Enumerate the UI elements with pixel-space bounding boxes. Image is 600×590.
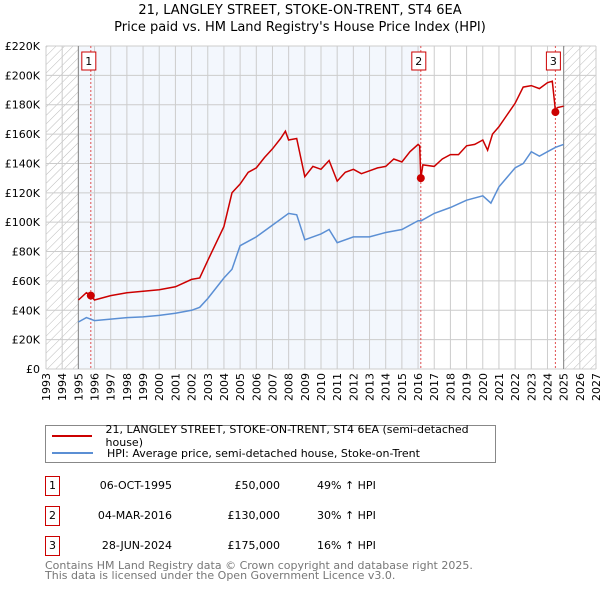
chart-subtitle: Price paid vs. HM Land Registry's House … [114,20,486,35]
sale-number: 1 [45,476,60,496]
x-tick-label: 2016 [412,373,425,401]
series-line [77,80,564,301]
x-tick-label: 2006 [250,373,263,401]
sale-date: 06-OCT-1995 [99,479,172,492]
x-tick-label: 2014 [380,373,393,401]
x-tick-label: 2002 [186,373,199,401]
y-tick-label: £180K [5,99,41,112]
x-tick-label: 2007 [266,373,279,401]
y-tick-label: £100K [5,216,41,229]
chart-legend: 21, LANGLEY STREET, STOKE-ON-TRENT, ST4 … [45,423,496,463]
x-tick-label: 2001 [169,373,182,401]
table-row: 3 28-JUN-2024 £175,000 16% ↑ HPI [45,536,505,556]
sale-date: 04-MAR-2016 [97,509,172,522]
x-tick-label: 2019 [461,373,474,401]
sale-number: 2 [45,506,60,526]
x-tick-label: 2020 [477,373,490,401]
x-tick-label: 2025 [558,373,571,401]
x-tick-label: 2015 [396,373,409,401]
y-tick-label: £0 [26,363,40,376]
sale-label-box [545,51,561,71]
y-tick-label: £160K [5,128,41,141]
sale-label: 1 [85,55,92,68]
legend-label: 21, LANGLEY STREET, STOKE-ON-TRENT, ST4 … [105,423,469,449]
legend-red-line [52,435,92,437]
x-tick-label: 1994 [56,373,69,401]
x-tick-label: 2021 [493,373,506,401]
table-row: 1 06-OCT-1995 £50,000 49% ↑ HPI [45,476,505,496]
x-tick-label: 2005 [234,373,247,401]
x-tick-label: 2010 [315,373,328,401]
sale-label-box [411,51,427,71]
table-row: 2 04-MAR-2016 £130,000 30% ↑ HPI [45,506,505,526]
x-tick-label: 2026 [574,373,587,401]
sale-number: 3 [45,536,60,556]
sale-hpi: 49% ↑ HPI [317,479,376,492]
price-chart: 1 2 3 1993 1994 1995 1996 1997 1998 1999 2000 2001 2… [5,40,600,401]
x-tick-label: 2003 [202,373,215,401]
sale-point [416,174,425,183]
footer: Contains HM Land Registry data © Crown c… [45,559,473,582]
y-tick-label: £200K [5,69,41,82]
x-tick-label: 1999 [137,373,150,401]
y-tick-label: £60K [12,275,41,288]
sale-point [551,108,560,117]
sale-point [86,291,95,300]
x-tick-label: 2012 [347,373,360,401]
x-tick-label: 2018 [444,373,457,401]
y-tick-label: £20K [12,334,41,347]
x-tick-label: 2009 [299,373,312,401]
chart-title: 21, LANGLEY STREET, STOKE-ON-TRENT, ST4 … [138,3,462,18]
x-tick-label: 1995 [72,373,85,401]
sale-label: 3 [550,55,557,68]
series-line [78,143,564,323]
sale-label: 2 [415,55,422,68]
x-tick-label: 2004 [218,373,231,401]
y-tick-label: £40K [12,304,41,317]
legend-blue-line [52,452,93,454]
x-tick-label: 2008 [283,373,296,401]
x-tick-label: 2013 [364,373,377,401]
footer-line: This data is licensed under the Open Gov… [45,569,396,582]
legend-item-property: 21, LANGLEY STREET, STOKE-ON-TRENT, ST4 … [46,423,495,449]
x-tick-label: 2000 [153,373,166,401]
x-tick-label: 2024 [541,373,554,401]
sale-date: 28-JUN-2024 [101,539,172,552]
sale-price: £50,000 [234,479,281,492]
x-tick-label: 2011 [331,373,344,401]
x-tick-label: 1996 [89,373,102,401]
x-tick-label: 1997 [105,373,118,401]
legend-item-hpi: HPI: Average price, semi-detached house,… [46,445,420,461]
sale-hpi: 30% ↑ HPI [317,509,376,522]
x-tick-label: 1998 [121,373,134,401]
x-tick-label: 2017 [428,373,441,401]
y-tick-label: £140K [5,157,41,170]
sale-price: £130,000 [227,509,281,522]
x-tick-label: 1993 [40,373,53,401]
sale-price: £175,000 [227,539,281,552]
y-tick-label: £80K [12,246,41,259]
footer-line: Contains HM Land Registry data © Crown c… [45,559,473,572]
y-tick-label: £120K [5,187,41,200]
x-tick-label: 2022 [509,373,522,401]
shaded-period [78,46,421,369]
x-tick-label: 2027 [590,373,600,401]
legend-label: HPI: Average price, semi-detached house,… [107,446,420,460]
sale-hpi: 16% ↑ HPI [317,539,376,552]
sale-label-box [81,51,97,71]
x-tick-label: 2023 [525,373,538,401]
y-tick-label: £220K [5,40,41,53]
